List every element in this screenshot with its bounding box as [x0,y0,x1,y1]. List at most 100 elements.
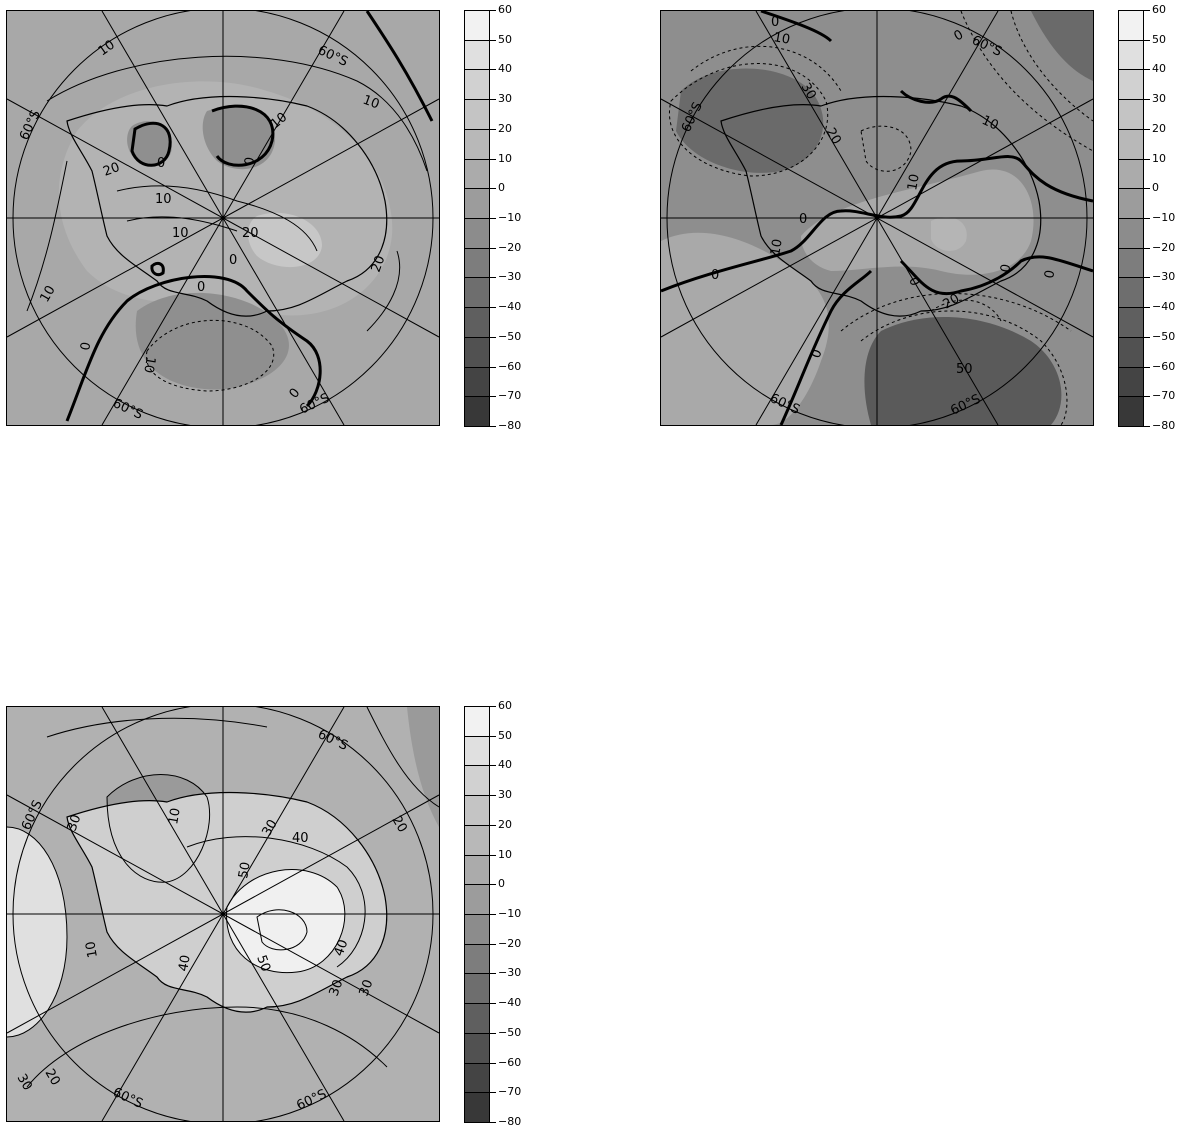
colorbar-swatch [1118,336,1144,368]
colorbar-tick-label: −30 [498,270,522,284]
contour-label: 10 [166,807,184,826]
shaded-region [135,292,289,390]
shaded-region [661,232,829,425]
contour-label: 10 [140,355,158,374]
contour-label: 50 [236,861,254,880]
shaded-region [864,317,1062,425]
colorbar-swatch [1118,396,1144,427]
graticule [7,11,439,425]
colorbar-tick [490,795,496,797]
contour-label: 10 [768,238,786,257]
shaded-region [931,217,967,251]
colorbar-swatch [464,735,490,767]
contour-label: 20 [101,160,122,180]
contour-label: 20 [242,226,259,241]
colorbar-tick [490,396,496,398]
contour-label: 20 [369,254,389,275]
colorbar-swatch [464,884,490,915]
colorbar-tick [490,128,496,130]
colorbar-tick-label: −50 [1152,329,1176,343]
colorbar-swatch [464,39,490,71]
colorbar-swatch [464,1092,490,1123]
colorbar-swatch [1118,277,1144,309]
colorbar-tick [1144,426,1150,427]
graticule [7,707,439,1121]
colorbar-swatch [464,1062,490,1094]
colorbar-tick-label: −80 [1152,419,1176,432]
colorbar-swatch [464,973,490,1005]
colorbar-tick-label: −40 [498,996,522,1010]
colorbar-tick [490,69,496,71]
colorbar-swatch [464,1032,490,1064]
colorbar-tick [1144,218,1150,219]
shaded-region [127,121,172,166]
contour-label: 30 [14,1072,35,1094]
colorbar-swatch [464,158,490,190]
colorbar-tick [1144,158,1150,160]
map-canvas-top-left: 10 10 10 10 0 0 20 10 20 10 20 0 0 10 0 … [7,11,439,425]
colorbar-tick [490,706,496,707]
contour-label: 30 [327,978,347,999]
colorbar-tick [490,1092,496,1094]
colorbar-swatch [464,277,490,309]
colorbar-swatch [464,99,490,130]
colorbar-tick [1144,128,1150,130]
colorbar-tick-label: 20 [498,817,512,831]
contour-label: 10 [979,113,1000,134]
shaded-region [676,68,824,173]
colorbar-tick [490,765,496,767]
colorbar-tick [490,1062,496,1064]
colorbar-tick-label: 10 [498,847,512,861]
colorbar-tick [490,735,496,737]
colorbar-tick [490,99,496,101]
colorbar-tick [1144,10,1150,11]
colorbar-swatch [1118,39,1144,71]
colorbar-swatch [1118,158,1144,190]
colorbar-tick-label: −10 [1152,211,1176,224]
colorbar-tick-label: −20 [498,936,522,950]
colorbar-top-left: 60 50 40 30 20 10 0 −10 −20 −30 −40 −50 −60 −70 −80 [464,4,521,432]
polar-map-top-right: 0 10 30 20 0 10 10 0 0 10 0 0 20 50 0 0 … [660,10,1094,426]
colorbar-tick [1144,247,1150,249]
colorbar-tick-label: −40 [498,300,522,314]
contour-label: 10 [37,283,58,305]
colorbar-tick-label: −50 [498,1025,522,1039]
colorbar-tick [490,824,496,826]
contour-label: 20 [389,814,410,836]
colorbar-tick-label: 0 [1152,181,1159,195]
colorbar-swatch [464,128,490,160]
colorbar-swatch [464,10,490,41]
colorbar-tick [490,854,496,856]
contour-label: 0 [1042,269,1058,280]
negative-contours [146,319,275,392]
colorbar-swatch [1118,69,1144,101]
colorbar-swatch [1118,247,1144,279]
colorbar-bottom-left: 60 50 40 30 20 10 0 −10 −20 −30 −40 −50 −60 −70 −80 [464,700,521,1128]
colorbar-tick [1144,396,1150,398]
contour-label: 10 [772,30,791,48]
colorbar-swatch [464,218,490,249]
colorbar-tick-label: −40 [1152,300,1176,314]
colorbar-tick [490,366,496,368]
colorbar-tick-label: −60 [1152,359,1176,373]
colorbar-tick-label: 30 [498,92,512,106]
colorbar-tick [490,914,496,915]
shaded-region [7,827,67,1037]
colorbar-tick-label: −70 [498,1085,522,1099]
contour-label: 0 [998,263,1014,274]
colorbar-tick [490,1032,496,1034]
colorbar-tick [490,426,496,427]
colorbar-tick-label: −10 [498,907,522,920]
contour-label: 20 [941,291,963,312]
contour-label: 30 [798,81,819,103]
colorbar-tick-label: −70 [498,389,522,403]
colorbar-tick [1144,99,1150,101]
colorbar-tick-label: 60 [1152,3,1166,16]
colorbar-tick [490,247,496,249]
colorbar-swatch [464,854,490,886]
shaded-region [407,707,439,827]
contour-label: 40 [292,831,309,846]
contour-label: 0 [197,280,205,295]
contour-label: 0 [711,268,719,283]
colorbar-swatch [464,396,490,427]
